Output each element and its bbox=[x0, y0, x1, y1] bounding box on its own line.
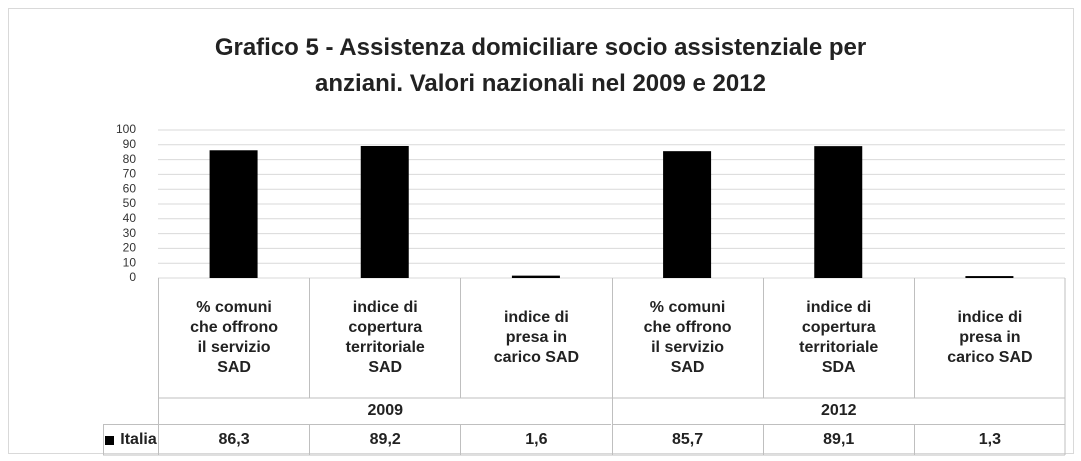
group-label: 2009 bbox=[158, 398, 612, 424]
category-label: % comuni che offrono il servizio SAD bbox=[611, 278, 763, 398]
value-label: 89,1 bbox=[762, 424, 914, 455]
legend-cell: Italia bbox=[103, 424, 158, 455]
value-label: 86,3 bbox=[158, 424, 310, 455]
y-tick-label: 10 bbox=[123, 255, 137, 269]
y-tick-label: 0 bbox=[129, 270, 136, 284]
bar bbox=[360, 145, 409, 278]
y-tick-label: 60 bbox=[123, 181, 137, 195]
chart-frame bbox=[8, 8, 1074, 454]
chart-title: Grafico 5 - Assistenza domiciliare socio… bbox=[214, 34, 867, 97]
category-label: % comuni che offrono il servizio SAD bbox=[158, 278, 309, 398]
category-label: indice di presa in carico SAD bbox=[460, 278, 611, 398]
y-tick-label: 30 bbox=[123, 226, 137, 240]
bar bbox=[965, 276, 1014, 278]
y-tick-label: 40 bbox=[123, 211, 137, 225]
category-label: indice di copertura territoriale SAD bbox=[309, 278, 460, 398]
category-label: indice di presa in carico SAD bbox=[913, 278, 1065, 398]
y-tick-label: 20 bbox=[123, 241, 137, 255]
value-label: 1,3 bbox=[913, 424, 1065, 455]
bar bbox=[814, 146, 863, 278]
value-label: 89,2 bbox=[309, 424, 461, 455]
y-tick-label: 70 bbox=[123, 167, 137, 181]
y-tick-label: 50 bbox=[123, 196, 137, 210]
legend-label: Italia bbox=[120, 431, 157, 448]
value-label: 85,7 bbox=[611, 424, 763, 455]
y-tick-label: 80 bbox=[123, 152, 137, 166]
y-tick-label: 100 bbox=[116, 122, 136, 136]
y-tick-label: 90 bbox=[123, 137, 137, 151]
bar bbox=[209, 150, 258, 278]
value-label: 1,6 bbox=[460, 424, 612, 455]
bar bbox=[511, 275, 560, 278]
group-label: 2012 bbox=[611, 398, 1066, 424]
category-label: indice di copertura territoriale SDA bbox=[762, 278, 914, 398]
legend-key bbox=[105, 435, 115, 445]
bar bbox=[663, 151, 712, 278]
